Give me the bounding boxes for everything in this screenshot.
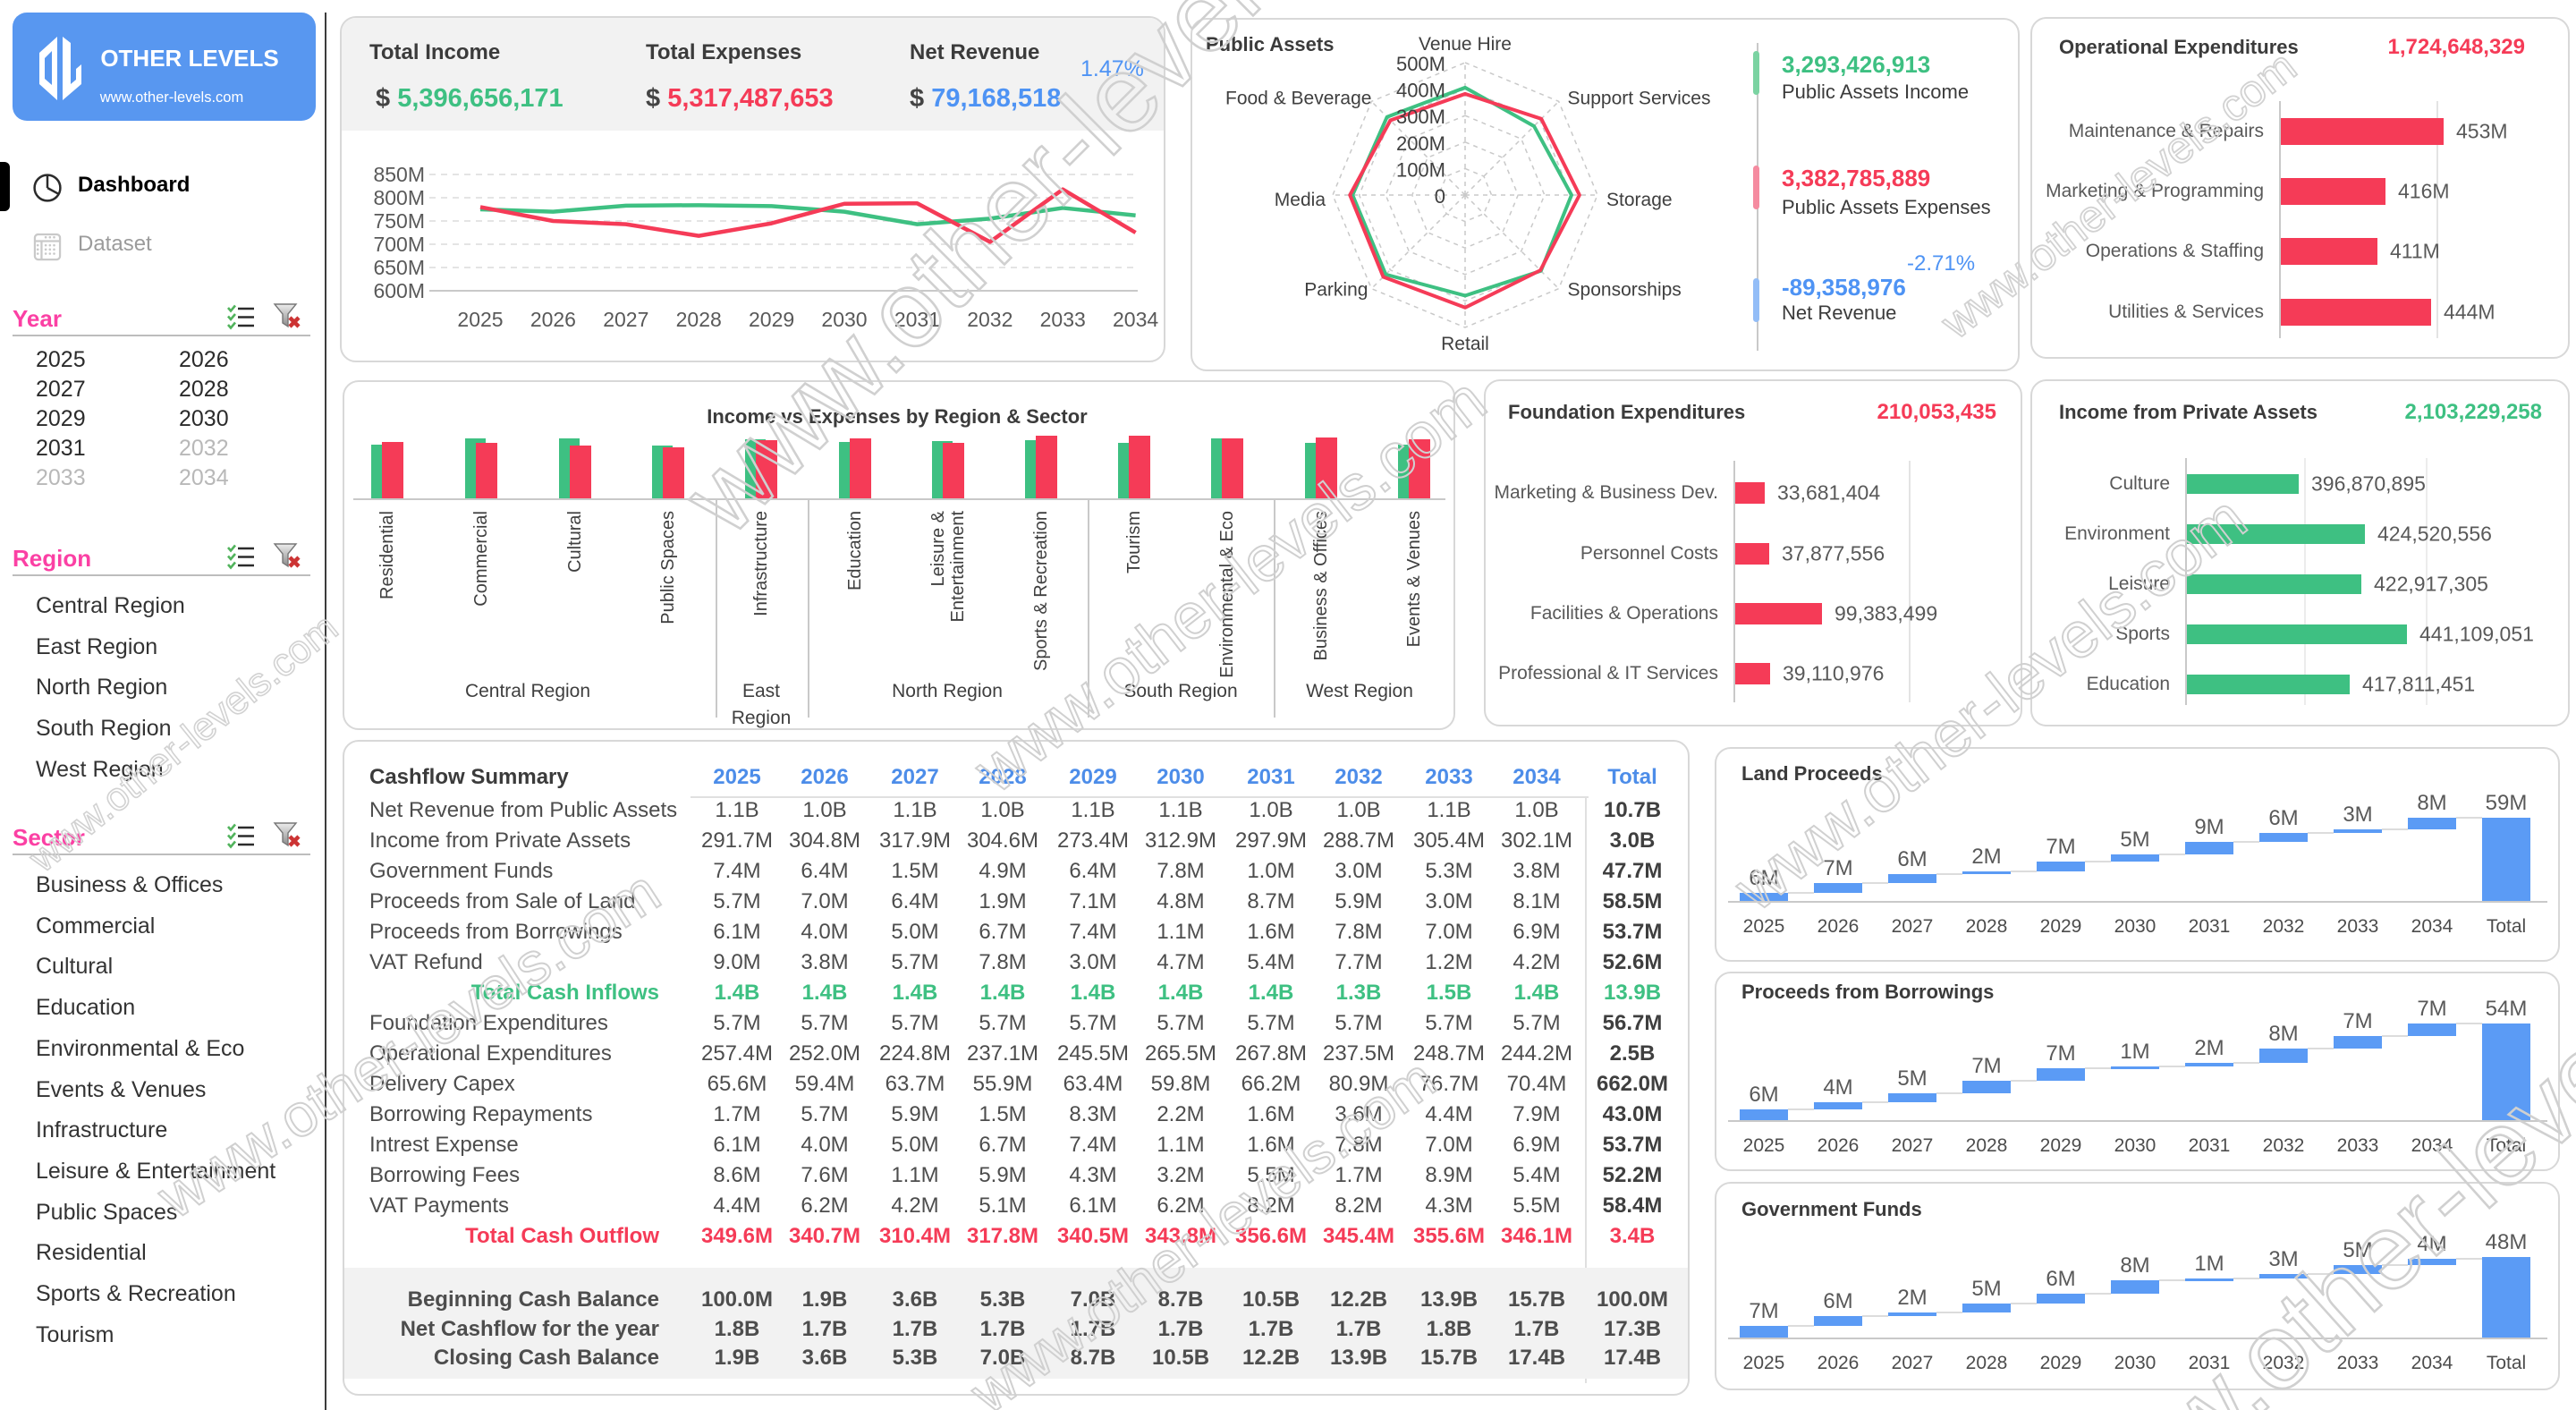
svg-text:Storage: Storage [1606,190,1673,210]
svg-text:2033: 2033 [1040,308,1086,331]
svg-text:2034: 2034 [1113,308,1158,331]
svg-text:750M: 750M [373,209,425,233]
svg-text:300M: 300M [1396,106,1445,128]
svg-text:Parking: Parking [1304,280,1368,301]
svg-text:0: 0 [1435,185,1445,208]
svg-text:Sponsorships: Sponsorships [1568,280,1682,301]
svg-text:100M: 100M [1396,158,1445,181]
svg-text:2028: 2028 [676,308,722,331]
svg-text:2031: 2031 [894,308,940,331]
svg-text:400M: 400M [1396,80,1445,102]
svg-text:500M: 500M [1396,53,1445,75]
svg-text:800M: 800M [373,186,425,209]
svg-text:Support Services: Support Services [1568,88,1711,108]
svg-text:2030: 2030 [821,308,867,331]
svg-text:600M: 600M [373,279,425,302]
svg-text:Food & Beverage: Food & Beverage [1225,88,1371,108]
svg-text:2027: 2027 [603,308,648,331]
svg-text:Venue Hire: Venue Hire [1419,34,1512,55]
svg-text:Media: Media [1275,190,1326,210]
svg-text:2026: 2026 [530,308,576,331]
svg-text:850M: 850M [373,163,425,186]
svg-text:200M: 200M [1396,132,1445,155]
svg-text:2032: 2032 [967,308,1013,331]
svg-text:Retail: Retail [1441,334,1489,354]
svg-text:700M: 700M [373,233,425,256]
svg-text:2029: 2029 [749,308,794,331]
svg-text:2025: 2025 [457,308,503,331]
svg-text:650M: 650M [373,256,425,279]
